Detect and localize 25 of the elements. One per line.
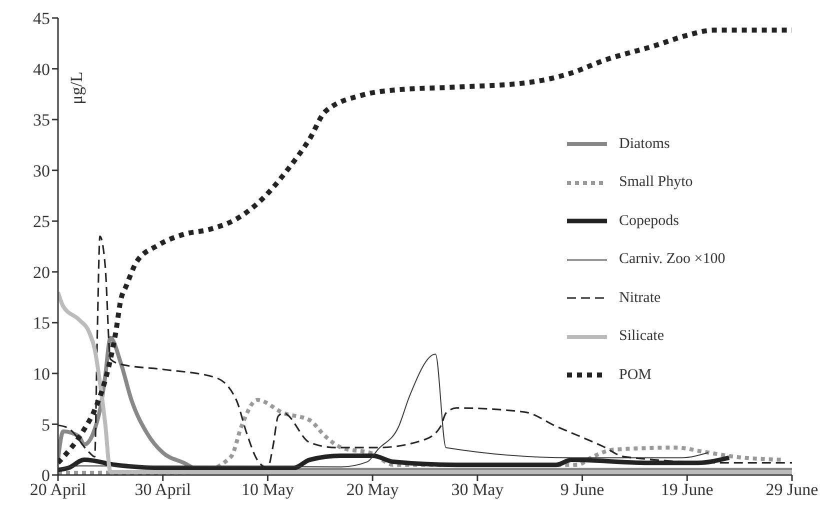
y-tick-label: 30 — [33, 161, 50, 180]
y-tick-label: 15 — [33, 314, 50, 333]
legend-label: Diatoms — [619, 136, 670, 153]
legend-label: Small Phyto — [619, 174, 693, 192]
x-tick-label: 20 May — [346, 480, 400, 500]
y-axis-title: μg/L — [67, 72, 86, 104]
y-tick-label: 35 — [33, 110, 50, 130]
x-tick-label: 19 June — [660, 480, 714, 500]
x-tick-label: 30 May — [451, 480, 504, 500]
legend-label: Silicate — [619, 328, 664, 346]
y-tick-label: 40 — [33, 60, 50, 79]
y-tick-label: 45 — [33, 9, 50, 28]
legend-label: Carniv. Zoo ×100 — [619, 251, 726, 268]
legend-label: POM — [619, 366, 652, 384]
x-tick-label: 30 April — [134, 480, 192, 500]
x-tick-label: 29 June — [766, 480, 818, 500]
legend-label: Nitrate — [619, 290, 661, 307]
x-tick-label: 10 May — [242, 480, 294, 500]
y-tick-label: 5 — [42, 415, 50, 434]
x-tick-label: 9 June — [560, 480, 604, 500]
y-tick-label: 20 — [33, 262, 50, 282]
y-tick-label: 25 — [33, 212, 50, 232]
y-tick-label: 10 — [33, 364, 50, 384]
x-tick-label: 20 April — [30, 480, 86, 500]
legend-label: Copepods — [619, 212, 679, 230]
